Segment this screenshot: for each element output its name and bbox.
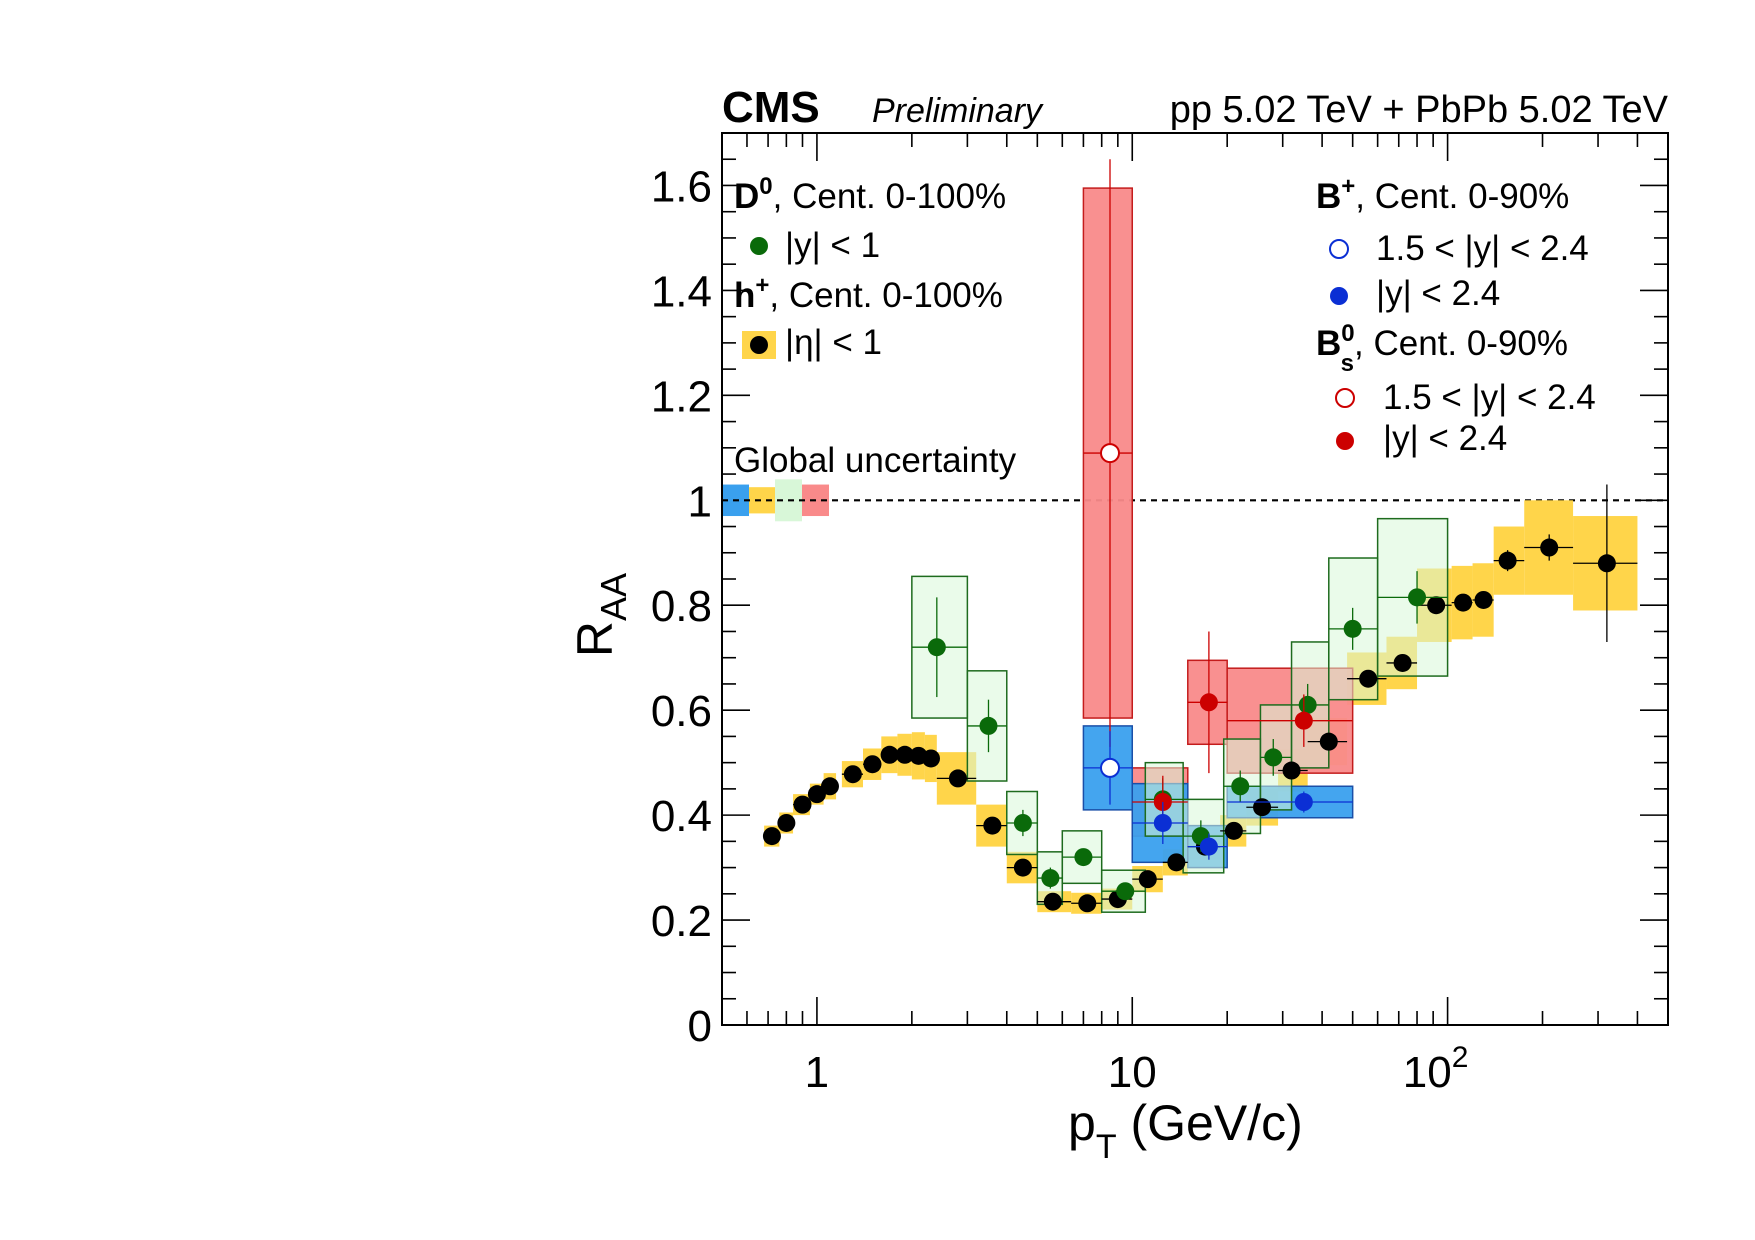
data-point	[1597, 554, 1616, 573]
global-uncertainty-label: Global uncertainty	[734, 441, 1017, 480]
y-tick-label: 1	[688, 477, 712, 526]
data-point	[983, 816, 1002, 835]
svg-text:|y| < 1: |y| < 1	[785, 226, 880, 265]
data-point	[1427, 596, 1446, 615]
data-point	[1041, 869, 1060, 888]
data-point	[1231, 777, 1250, 796]
data-point	[880, 745, 899, 764]
data-point	[1540, 538, 1559, 557]
data-point	[762, 827, 781, 846]
x-tick-label: 1	[805, 1048, 829, 1097]
data-point	[1282, 761, 1301, 780]
x-axis-title: pT (GeV/c)	[1068, 1095, 1303, 1166]
data-point	[979, 716, 998, 735]
svg-text:h+, Cent. 0-100%: h+, Cent. 0-100%	[734, 272, 1003, 315]
svg-text:1.5 < |y| < 2.4: 1.5 < |y| < 2.4	[1376, 229, 1589, 268]
data-point	[948, 769, 967, 788]
x-tick-label: 10	[1108, 1048, 1157, 1097]
legend-bplus: B+, Cent. 0-90% 1.5 < |y| < 2.4 |y| < 2.…	[1316, 173, 1589, 313]
data-point	[820, 777, 839, 796]
svg-text:D0, Cent. 0-100%: D0, Cent. 0-100%	[734, 173, 1006, 216]
y-tick-label: 0	[688, 1002, 712, 1051]
x-tick-label: 102	[1403, 1041, 1469, 1097]
plot-frame	[721, 132, 1669, 1026]
data-point	[807, 785, 826, 804]
svg-text:RAA: RAA	[567, 573, 634, 657]
data-point	[1498, 551, 1517, 570]
data-point	[1167, 853, 1186, 872]
y-tick-label: 1.4	[651, 267, 712, 316]
axis-ticks	[721, 132, 1669, 1026]
data-point	[1043, 892, 1062, 911]
data-point	[1359, 669, 1378, 688]
svg-text:|y| < 2.4: |y| < 2.4	[1376, 274, 1500, 313]
y-tick-label: 0.6	[651, 687, 712, 736]
data-point	[1013, 858, 1032, 877]
h-points	[762, 484, 1638, 913]
legend-bplus-marker	[1330, 287, 1348, 305]
data-point	[1078, 894, 1097, 913]
svg-text:B0s, Cent. 0-90%: B0 s, Cent. 0-90%	[1316, 320, 1568, 377]
svg-text:1.5 < |y| < 2.4: 1.5 < |y| < 2.4	[1383, 378, 1596, 417]
data-point	[1199, 693, 1218, 712]
d0-syst-boxes	[911, 517, 1449, 913]
data-point	[1074, 848, 1093, 867]
data-point	[793, 795, 812, 814]
data-point	[927, 638, 946, 657]
data-point	[1013, 813, 1032, 832]
y-tick-label: 1.6	[651, 162, 712, 211]
tick-labels: 0 0.2 0.4 0.6 0.8 1 1.2 1.4 1.6 1 10 102	[651, 162, 1469, 1097]
data-point	[1138, 870, 1157, 889]
energy-label: pp 5.02 TeV + PbPb 5.02 TeV	[1170, 89, 1669, 131]
data-point	[1264, 748, 1283, 767]
b-points	[1083, 159, 1353, 860]
y-axis-title: RAA	[567, 573, 634, 657]
data-point	[1100, 443, 1121, 464]
data-point	[1294, 793, 1313, 811]
legend-d0-marker	[750, 237, 768, 255]
data-point	[1298, 695, 1317, 714]
svg-text:pT (GeV/c): pT (GeV/c)	[1068, 1095, 1303, 1166]
data-point	[1474, 590, 1493, 609]
data-point	[1224, 821, 1243, 840]
data-point	[1343, 619, 1362, 638]
data-point	[1294, 711, 1313, 730]
data-point	[863, 755, 882, 774]
legend-h: h+, Cent. 0-100% |η| < 1	[734, 272, 1003, 362]
data-point	[1116, 882, 1135, 901]
experiment-label: CMS	[722, 83, 820, 132]
data-point	[1454, 593, 1473, 612]
y-tick-label: 0.4	[651, 792, 712, 841]
data-point	[1319, 732, 1338, 751]
legend-bs-open-marker	[1335, 388, 1355, 408]
data-point	[1100, 757, 1121, 778]
legend-h-marker	[750, 336, 768, 354]
data-point	[1393, 653, 1412, 672]
data-point	[1153, 813, 1172, 832]
y-tick-label: 0.2	[651, 897, 712, 946]
data-point	[1253, 798, 1272, 817]
legend-bplus-open-marker	[1329, 239, 1349, 259]
data-point	[921, 749, 940, 768]
svg-text:|η| < 1: |η| < 1	[785, 323, 882, 362]
legend-bs-marker	[1336, 432, 1354, 450]
y-tick-label: 0.8	[651, 582, 712, 631]
y-tick-label: 1.2	[651, 372, 712, 421]
legend-d0: D0, Cent. 0-100% |y| < 1	[734, 173, 1006, 265]
data-point	[895, 745, 914, 764]
data-point	[1199, 837, 1218, 856]
data-point	[777, 813, 796, 832]
legend-bs: B0 s, Cent. 0-90% 1.5 < |y| < 2.4 |y| < 2…	[1316, 320, 1596, 458]
status-label: Preliminary	[872, 92, 1044, 130]
data-point	[1408, 588, 1427, 607]
data-point	[843, 765, 862, 784]
svg-text:B+, Cent. 0-90%: B+, Cent. 0-90%	[1316, 173, 1569, 216]
svg-text:|y| < 2.4: |y| < 2.4	[1383, 419, 1507, 458]
